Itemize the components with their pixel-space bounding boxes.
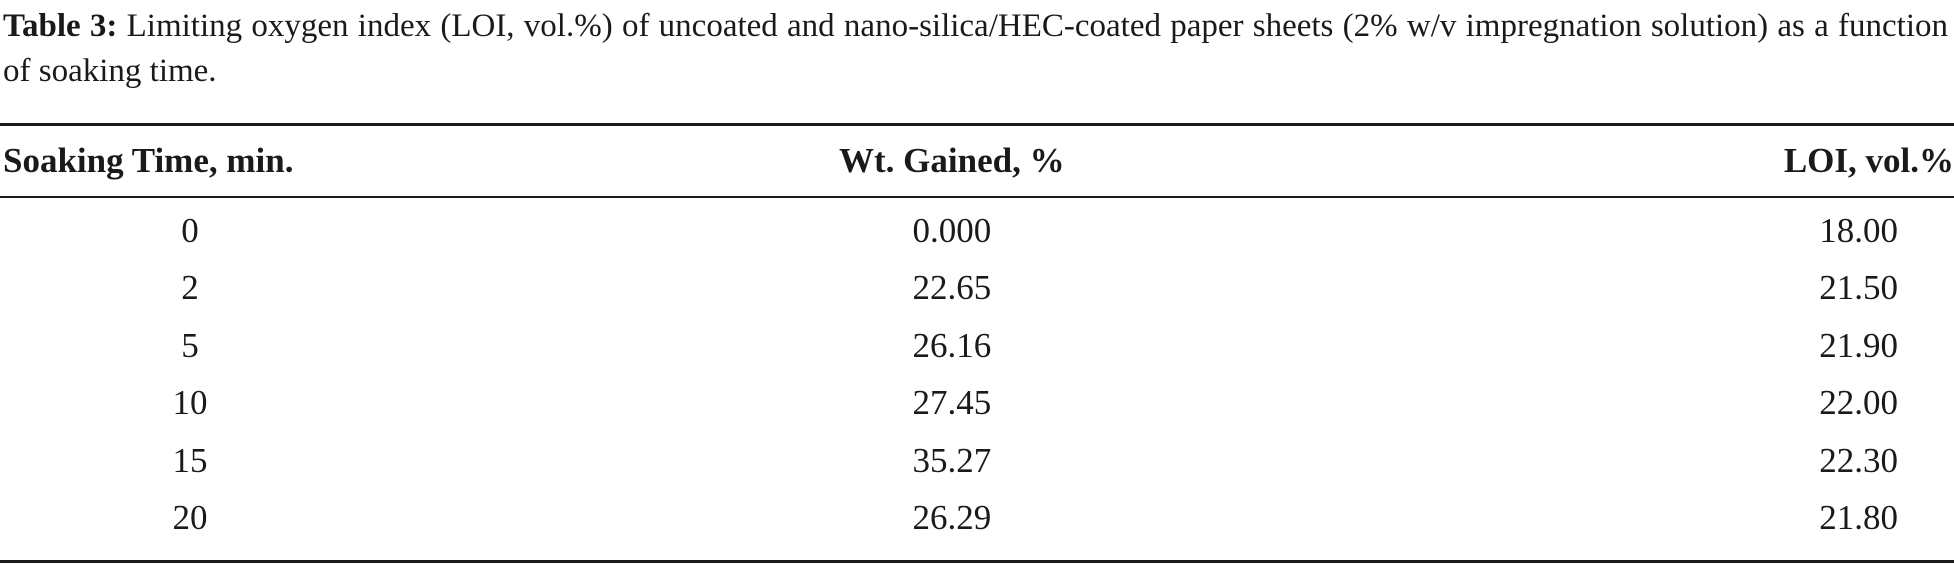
cell-loi: 21.90: [1819, 325, 1898, 365]
table-top-rule: [0, 123, 1954, 126]
table-caption: Table 3: Limiting oxygen index (LOI, vol…: [3, 4, 1948, 94]
table-row: 10 27.45 22.00: [0, 375, 1954, 433]
table-header-row: Soaking Time, min. Wt. Gained, % LOI, vo…: [0, 126, 1954, 196]
cell-wt-gained: 26.16: [912, 325, 992, 365]
table-row: 15 35.27 22.30: [0, 432, 1954, 490]
cell-soaking-time: 20: [172, 498, 208, 538]
cell-loi: 21.50: [1819, 268, 1898, 308]
cell-soaking-time: 10: [172, 383, 208, 423]
column-header-wt-gained: Wt. Gained, %: [839, 141, 1065, 180]
table-row: 0 0.000 18.00: [0, 196, 1954, 260]
cell-wt-gained: 26.29: [912, 498, 992, 538]
cell-soaking-time: 0: [181, 210, 199, 250]
caption-text: Limiting oxygen index (LOI, vol.%) of un…: [3, 8, 1949, 89]
table-row: 2 22.65 21.50: [0, 260, 1954, 318]
cell-wt-gained: 27.45: [912, 383, 992, 423]
table-header-rule: [0, 196, 1954, 198]
table-row: 5 26.16 21.90: [0, 317, 1954, 375]
caption-label: Table 3:: [3, 8, 118, 44]
cell-loi: 22.30: [1819, 440, 1898, 480]
cell-loi: 18.00: [1819, 210, 1898, 250]
cell-loi: 22.00: [1819, 383, 1898, 423]
cell-soaking-time: 15: [172, 440, 208, 480]
table-row: 20 26.29 21.80: [0, 490, 1954, 548]
cell-wt-gained: 35.27: [912, 440, 992, 480]
data-table: Soaking Time, min. Wt. Gained, % LOI, vo…: [0, 126, 1954, 547]
cell-wt-gained: 22.65: [912, 268, 992, 308]
column-header-soaking-time: Soaking Time, min.: [3, 141, 294, 180]
table-bottom-rule: [0, 560, 1954, 563]
column-header-loi: LOI, vol.%: [1783, 141, 1954, 180]
cell-wt-gained: 0.000: [912, 210, 992, 250]
cell-loi: 21.80: [1819, 498, 1898, 538]
cell-soaking-time: 5: [181, 325, 199, 365]
cell-soaking-time: 2: [181, 268, 199, 308]
